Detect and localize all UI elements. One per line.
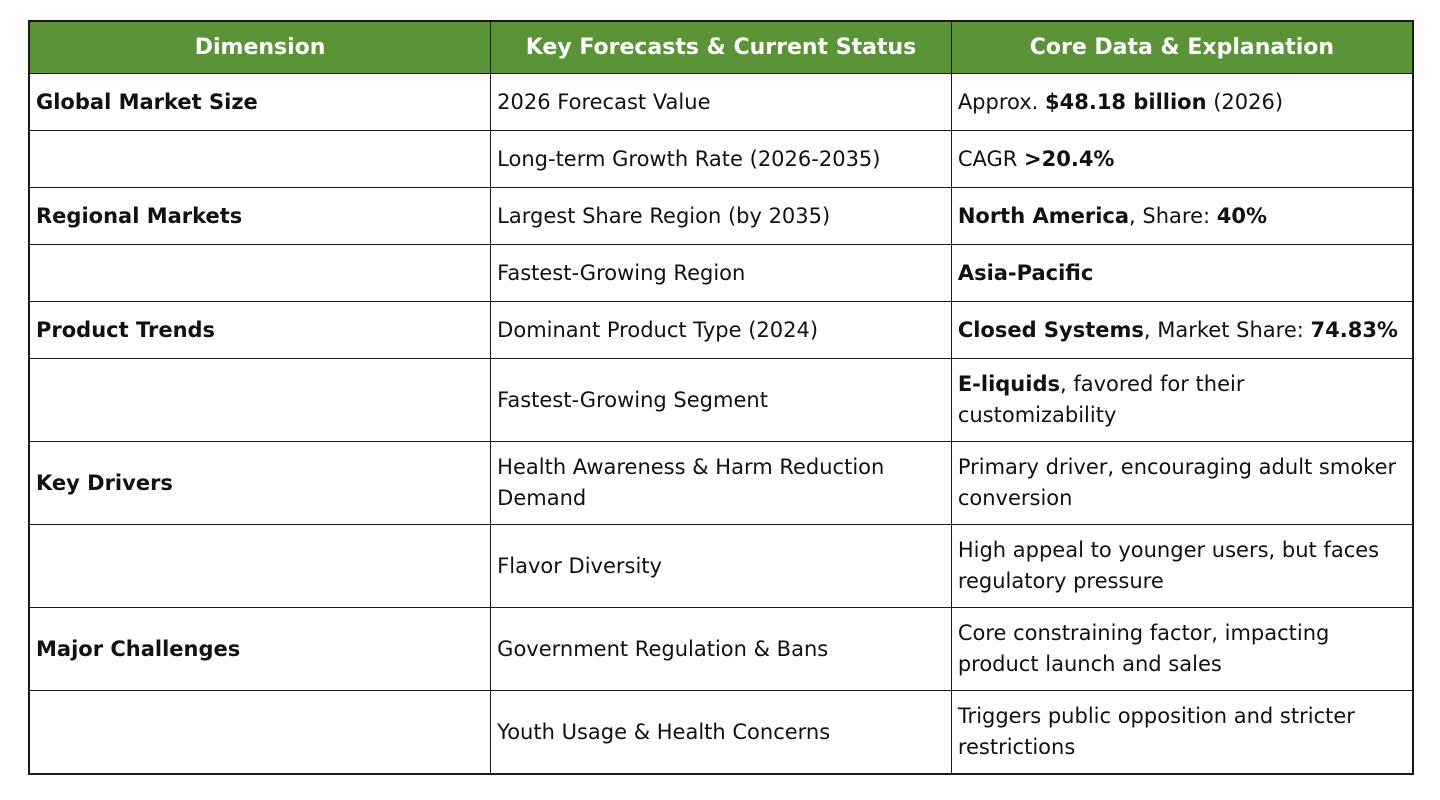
table-row: Major Challenges Government Regulation & …: [28, 607, 1414, 691]
forecast-cell: Health Awareness & Harm Reduction Demand: [490, 441, 952, 525]
core-data-highlight: E-liquids: [957, 372, 1060, 396]
forecast-cell: Flavor Diversity: [490, 524, 952, 608]
forecast-cell: Largest Share Region (by 2035): [490, 187, 952, 245]
core-data-cell: CAGR >20.4%: [950, 130, 1414, 188]
core-data-text: Primary driver, encouraging adult smoker…: [957, 455, 1397, 510]
table-row: Long-term Growth Rate (2026-2035) CAGR >2…: [28, 130, 1414, 188]
dimension-cell: [28, 244, 492, 302]
core-data-text: , favored for their customizability: [957, 372, 1245, 427]
forecast-cell: 2026 Forecast Value: [490, 73, 952, 131]
core-data-text: Triggers public opposition and stricter …: [957, 704, 1355, 759]
forecast-cell: Dominant Product Type (2024): [490, 301, 952, 359]
core-data-cell: Closed Systems, Market Share: 74.83%: [950, 301, 1414, 359]
core-data-cell: Asia-Pacific: [950, 244, 1414, 302]
core-data-highlight: $48.18 billion: [1045, 89, 1207, 114]
dimension-cell: Key Drivers: [28, 441, 492, 525]
forecast-cell: Government Regulation & Bans: [490, 607, 952, 691]
core-data-cell: Primary driver, encouraging adult smoker…: [950, 441, 1414, 525]
dimension-cell: Regional Markets: [28, 187, 492, 245]
table-row: Key Drivers Health Awareness & Harm Reduc…: [28, 441, 1414, 525]
table-row: Flavor Diversity High appeal to younger u…: [28, 524, 1414, 608]
header-core-data: Core Data & Explanation: [950, 20, 1414, 74]
core-data-text: CAGR: [957, 146, 1025, 171]
core-data-highlight: >20.4%: [1024, 146, 1115, 171]
core-data-highlight: Closed Systems: [957, 317, 1144, 342]
table-row: Youth Usage & Health Concerns Triggers pu…: [28, 690, 1414, 775]
core-data-highlight: 74.83%: [1310, 317, 1398, 342]
market-table: Dimension Key Forecasts & Current Status…: [28, 20, 1414, 775]
dimension-cell: [28, 690, 492, 775]
dimension-cell: [28, 358, 492, 442]
core-data-text: Core constraining factor, impacting prod…: [957, 621, 1330, 676]
core-data-cell: Core constraining factor, impacting prod…: [950, 607, 1414, 691]
table-row: Regional Markets Largest Share Region (by…: [28, 187, 1414, 245]
forecast-cell: Fastest-Growing Segment: [490, 358, 952, 442]
dimension-cell: [28, 524, 492, 608]
dimension-cell: Product Trends: [28, 301, 492, 359]
table-row: Global Market Size 2026 Forecast Value App…: [28, 73, 1414, 131]
core-data-cell: North America, Share: 40%: [950, 187, 1414, 245]
header-forecasts: Key Forecasts & Current Status: [490, 20, 952, 74]
table-row: Fastest-Growing Segment E-liquids, favore…: [28, 358, 1414, 442]
forecast-cell: Youth Usage & Health Concerns: [490, 690, 952, 775]
dimension-cell: Major Challenges: [28, 607, 492, 691]
core-data-cell: E-liquids, favored for their customizabi…: [950, 358, 1414, 442]
core-data-text: , Market Share:: [1143, 317, 1311, 342]
core-data-highlight: 40%: [1216, 203, 1267, 228]
dimension-cell: [28, 130, 492, 188]
table-row: Product Trends Dominant Product Type (202…: [28, 301, 1414, 359]
table-row: Fastest-Growing Region Asia-Pacific: [28, 244, 1414, 302]
core-data-text: , Share:: [1129, 203, 1217, 228]
header-dimension: Dimension: [28, 20, 492, 74]
core-data-highlight: North America: [957, 203, 1130, 228]
forecast-cell: Fastest-Growing Region: [490, 244, 952, 302]
core-data-cell: Approx. $48.18 billion (2026): [950, 73, 1414, 131]
core-data-cell: High appeal to younger users, but faces …: [950, 524, 1414, 608]
forecast-cell: Long-term Growth Rate (2026-2035): [490, 130, 952, 188]
core-data-cell: Triggers public opposition and stricter …: [950, 690, 1414, 775]
core-data-highlight: Asia-Pacific: [957, 260, 1094, 285]
header-row: Dimension Key Forecasts & Current Status…: [28, 20, 1414, 74]
core-data-text: (2026): [1206, 89, 1284, 114]
core-data-text: Approx.: [957, 89, 1045, 114]
dimension-cell: Global Market Size: [28, 73, 492, 131]
core-data-text: High appeal to younger users, but faces …: [957, 538, 1380, 593]
